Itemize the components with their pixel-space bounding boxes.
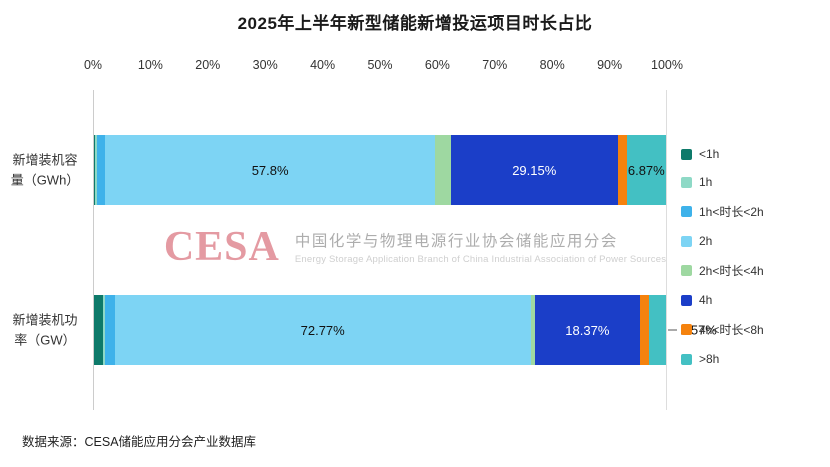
bar-segment [639,295,649,365]
legend-swatch [681,324,692,335]
x-tick-label: 30% [252,58,278,72]
bar-value-label: 57.8% [251,162,289,178]
x-tick-label: 40% [310,58,336,72]
x-tick-label: 50% [367,58,393,72]
bar-segment: 57.8% [104,135,436,205]
x-tick-label: 20% [195,58,221,72]
bar-value-label: 72.77% [300,322,345,338]
bar-segment [95,135,98,205]
data-source: 数据来源：CESA储能应用分会产业数据库 [22,435,257,449]
bar-segment [617,135,627,205]
x-tick-label: 70% [482,58,508,72]
x-tick-label: 60% [424,58,450,72]
legend-item[interactable]: 2h [681,234,764,248]
legend-label: 2h<时长<4h [699,264,764,278]
bar-segment: 18.37% [534,295,640,365]
bar-value-label: 29.15% [512,162,557,178]
legend-label: <1h [699,147,720,161]
bar-segment [94,135,96,205]
bar-segment [94,295,104,365]
legend-label: 1h [699,175,713,189]
legend-item[interactable]: >8h [681,352,764,366]
bar-band: 新增装机功 率（GW） 72.77% 18.37% 1.57% [12,250,717,410]
callout-leader-line [668,329,677,331]
x-tick-label: 0% [83,58,103,72]
x-tick-label: 100% [651,58,683,72]
plot-area: 新增装机容 量（GWh） 57.8% 29.15% 6.87% 新增装机功 率（GW） 72.… [11,90,717,410]
bar-segment [97,135,105,205]
legend-swatch [681,265,692,276]
category-label: 新增装机功 率（GW） [12,312,78,348]
bar-segment [103,295,106,365]
legend-label: 1h<时长<2h [699,205,764,219]
legend-item[interactable]: 1h [681,175,764,189]
legend: <1h 1h 1h<时长<2h 2h 2h<时长<4h 4h 4h<时长<8h >8h [681,147,764,366]
x-tick-label: 80% [539,58,565,72]
category-label: 新增装机容 量（GWh） [10,152,80,188]
legend-item[interactable]: 4h [681,293,764,307]
stacked-bar: 72.77% 18.37% 1.57% [94,295,717,365]
legend-swatch [681,353,692,365]
legend-item[interactable]: 1h<时长<2h [681,203,764,220]
bar-segment [435,135,451,205]
bar-segment: 72.77% [114,295,531,365]
legend-label: 4h<时长<8h [699,323,764,337]
x-tick-label: 10% [137,58,163,72]
bar-band: 新增装机容 量（GWh） 57.8% 29.15% 6.87% [11,90,666,250]
legend-item[interactable]: 4h<时长<8h [681,321,764,338]
bar-value-label: 18.37% [565,322,610,338]
x-tick-label: 90% [597,58,623,72]
bar-segment [648,295,666,365]
legend-item[interactable]: <1h [681,147,764,161]
legend-item[interactable]: 2h<时长<4h [681,262,764,279]
legend-swatch [681,235,692,247]
bar-segment: 29.15% [450,135,618,205]
legend-swatch [681,294,692,306]
x-axis: 0% 10% 20% 30% 40% 50% 60% 70% 80% 90% 100% [84,58,683,74]
legend-label: >8h [699,352,720,366]
bar-segment [530,295,535,365]
legend-swatch [681,176,692,188]
legend-swatch [681,148,692,160]
chart-title: 2025年上半年新型储能新增投运项目时长占比 [237,14,593,33]
legend-label: 4h [699,293,713,307]
bar-segment: 6.87% [626,135,666,205]
stacked-bar: 57.8% 29.15% 6.87% [94,135,666,205]
legend-swatch [681,206,692,217]
bar-segment [105,295,115,365]
bar-value-label: 6.87% [627,162,665,178]
legend-label: 2h [699,234,713,248]
